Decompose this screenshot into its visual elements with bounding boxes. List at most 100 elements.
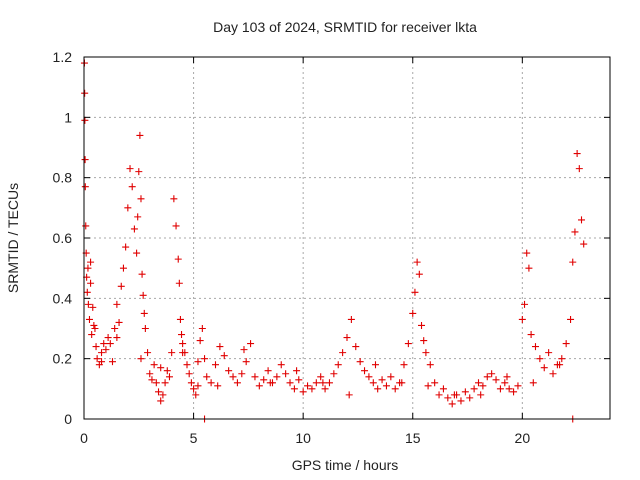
data-point: [567, 315, 575, 323]
data-point: [175, 279, 183, 287]
data-point: [266, 379, 274, 387]
data-point: [347, 315, 355, 323]
data-point: [81, 183, 89, 191]
y-tick-labels: 0 0.2 0.4 0.6 0.8 1 1.2: [53, 49, 73, 427]
data-point: [84, 264, 92, 272]
data-point: [165, 373, 173, 381]
data-point: [273, 373, 281, 381]
data-point: [330, 370, 338, 378]
data-point: [135, 168, 143, 176]
data-point: [448, 400, 456, 408]
data-point: [240, 346, 248, 354]
data-point: [100, 340, 108, 348]
data-point: [117, 282, 125, 290]
grid-lines: [84, 57, 610, 419]
data-point: [170, 195, 178, 203]
data-point: [203, 373, 211, 381]
data-point: [371, 361, 379, 369]
data-point: [140, 309, 148, 317]
data-point: [569, 258, 577, 266]
data-point: [527, 331, 535, 339]
data-point: [201, 355, 209, 363]
data-point: [144, 349, 152, 357]
data-point: [356, 358, 364, 366]
data-point: [290, 385, 298, 393]
data-point: [573, 150, 581, 158]
data-point: [334, 361, 342, 369]
data-point: [418, 321, 426, 329]
data-point: [163, 367, 171, 375]
series-srmtid: [80, 59, 588, 408]
data-point: [503, 373, 511, 381]
data-point: [137, 355, 145, 363]
data-point: [157, 364, 165, 372]
data-point: [187, 379, 195, 387]
data-point: [457, 397, 465, 405]
data-point: [93, 355, 101, 363]
y-tick-label: 0.2: [53, 351, 73, 367]
data-point: [562, 340, 570, 348]
data-point: [115, 318, 123, 326]
y-tick-label: 0.4: [53, 290, 73, 306]
data-point: [81, 89, 89, 97]
data-point: [220, 352, 228, 360]
data-point: [398, 379, 406, 387]
data-point: [92, 343, 100, 351]
data-point: [545, 349, 553, 357]
data-point: [293, 367, 301, 375]
data-point: [571, 228, 579, 236]
data-point: [130, 225, 138, 233]
data-point: [466, 394, 474, 402]
data-point: [444, 394, 452, 402]
data-point: [420, 337, 428, 345]
data-point: [88, 331, 96, 339]
data-point: [133, 249, 141, 257]
data-point: [521, 300, 529, 308]
data-point: [523, 249, 531, 257]
data-point: [82, 222, 90, 230]
data-point: [382, 382, 390, 390]
data-point: [514, 382, 522, 390]
data-point: [426, 361, 434, 369]
data-point: [87, 258, 95, 266]
y-tick-label: 1: [64, 109, 72, 125]
data-point: [578, 216, 586, 224]
data-point: [529, 379, 537, 387]
data-point: [192, 391, 200, 399]
data-point: [325, 379, 333, 387]
data-point: [321, 385, 329, 393]
data-point: [87, 279, 95, 287]
data-point: [214, 382, 222, 390]
data-point: [536, 355, 544, 363]
data-point: [141, 325, 149, 332]
data-point: [549, 370, 557, 378]
data-point: [492, 376, 500, 384]
data-point: [128, 183, 136, 191]
data-point: [461, 388, 469, 396]
data-point: [122, 243, 130, 251]
data-point: [391, 385, 399, 393]
x-tick-labels: 0 5 10 15 20: [80, 430, 530, 446]
data-point: [233, 379, 241, 387]
data-point: [146, 370, 154, 378]
data-point: [422, 349, 430, 357]
data-point: [501, 379, 509, 387]
data-point: [575, 165, 583, 173]
data-point: [264, 367, 272, 375]
data-point: [312, 379, 320, 387]
data-point: [431, 379, 439, 387]
data-point: [155, 388, 163, 396]
data-point: [91, 325, 99, 332]
data-point: [190, 385, 198, 393]
data-point: [89, 303, 97, 311]
data-point: [409, 309, 417, 317]
data-point: [108, 358, 116, 366]
data-point: [176, 315, 184, 323]
data-point: [242, 358, 250, 366]
data-point: [126, 165, 134, 173]
data-point: [111, 325, 119, 332]
data-point: [343, 334, 351, 342]
data-point: [212, 361, 219, 369]
data-point: [558, 355, 566, 363]
